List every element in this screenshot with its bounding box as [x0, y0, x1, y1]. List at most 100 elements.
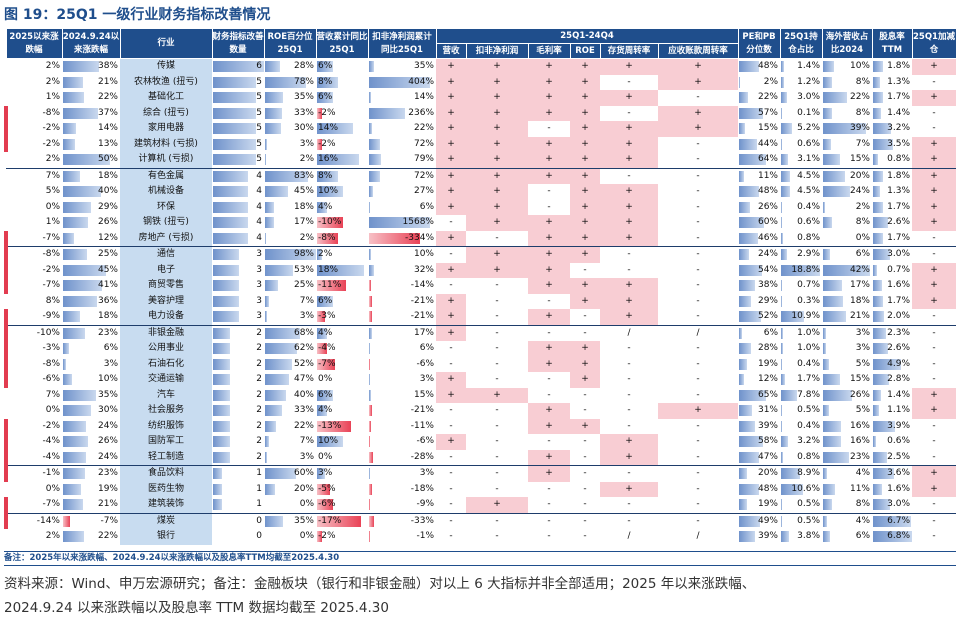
metric-cell-value: -: [696, 343, 700, 354]
metric-cell: +: [528, 246, 570, 263]
value-bar: [873, 483, 883, 495]
metric-cell: -: [466, 450, 528, 466]
metric-cell: +: [528, 58, 570, 75]
chg2025-cell: -2%: [4, 262, 62, 278]
chg0924-cell: 37%: [62, 106, 120, 122]
pepb-cell-value: 58%: [757, 436, 778, 447]
div-cell: 3.0%: [872, 497, 912, 513]
metric-cell-value: -: [547, 186, 551, 197]
chg0924-cell: 24%: [62, 450, 120, 466]
table-row: -8% 25% 通信 3 98% 2% 10% - + + + - - 24% 2.9% 6% 3.0% -: [4, 246, 956, 263]
metric-cell: +: [600, 293, 658, 309]
metric-cell-value: -: [696, 483, 700, 494]
div-cell: 2.6%: [872, 341, 912, 357]
metric-cell-value: +: [545, 264, 553, 275]
industry-cell: 电子: [120, 262, 212, 278]
div-cell: 2.6%: [872, 215, 912, 231]
hold-cell-value: 0.4%: [797, 420, 820, 431]
value-bar: [823, 201, 826, 213]
roe-cell-value: 33%: [293, 405, 314, 416]
metric-cell: -: [466, 434, 528, 450]
div-cell: 2.8%: [872, 372, 912, 388]
value-bar: [739, 92, 749, 103]
overseas-cell-value: 42%: [849, 264, 870, 275]
value-bar: [739, 249, 750, 260]
metric-cell-value: +: [545, 138, 553, 149]
value-bar: [265, 249, 316, 260]
chg0924-cell-value: 12%: [97, 232, 118, 243]
metric-cell: -: [528, 324, 570, 341]
metric-cell-value: -: [495, 327, 499, 338]
rev-cell-value: 6%: [318, 389, 333, 400]
count-cell: 5: [212, 152, 264, 168]
np-cell-value: 22%: [413, 123, 434, 134]
hold-cell: 1.0%: [780, 324, 822, 341]
value-bar: [317, 389, 333, 401]
add-cell: -: [912, 434, 956, 450]
metric-cell-value: -: [627, 264, 631, 275]
metric-cell: +: [528, 215, 570, 231]
np-cell-value: -1%: [416, 531, 434, 542]
div-cell: 1.3%: [872, 75, 912, 91]
metric-cell-value: -: [449, 405, 453, 416]
metric-cell-value: +: [581, 61, 589, 72]
roe-cell-value: 68%: [293, 327, 314, 338]
value-bar: [63, 154, 111, 165]
count-cell-value: 0: [256, 515, 262, 526]
np-cell-value: -6%: [416, 436, 434, 447]
value-bar: [317, 249, 323, 260]
hold-cell-value: 1.7%: [797, 374, 820, 385]
pepb-cell: 49%: [738, 512, 780, 529]
add-cell: -: [912, 512, 956, 529]
rev-cell-value: -7%: [318, 358, 336, 369]
metric-cell-value: +: [545, 170, 553, 181]
chg2025-cell-value: -7%: [42, 232, 60, 243]
value-bar: [63, 515, 70, 527]
metric-cell: +: [436, 136, 466, 152]
metric-cell-value: -: [696, 249, 700, 260]
overseas-cell-value: 10%: [849, 61, 870, 72]
value-bar: [317, 420, 351, 432]
hold-cell-value: 3.8%: [797, 531, 820, 542]
value-bar: [213, 436, 231, 447]
value-bar: [781, 92, 788, 103]
value-bar: [317, 280, 346, 291]
metric-cell: -: [436, 419, 466, 435]
value-bar: [369, 295, 373, 307]
roe-cell: 0%: [264, 497, 316, 513]
roe-cell: 2%: [264, 152, 316, 168]
value-bar: [781, 154, 788, 165]
value-bar: [369, 436, 370, 447]
value-bar: [317, 295, 333, 307]
value-bar: [265, 483, 276, 495]
hold-cell: 1.4%: [780, 59, 822, 75]
value-bar: [781, 76, 784, 88]
metric-cell-value: -: [495, 295, 499, 306]
value-bar: [823, 264, 870, 276]
metric-cell-value: -: [547, 123, 551, 134]
rev-cell: 18%: [316, 263, 368, 279]
hold-cell-value: 7.8%: [797, 389, 820, 400]
count-cell: 4: [212, 167, 264, 184]
np-cell: 72%: [368, 167, 436, 184]
metric-cell-value: -: [449, 358, 453, 369]
count-cell-value: 5: [256, 107, 262, 118]
metric-cell: +: [436, 121, 466, 137]
metric-cell: -: [466, 278, 528, 294]
industry-cell-value: 煤炭: [156, 515, 175, 526]
header-sub-roe: ROE: [569, 43, 601, 59]
rev-cell-value: -11%: [318, 280, 342, 291]
value-bar: [63, 358, 66, 370]
metric-cell-value: -: [547, 327, 551, 338]
roe-cell-value: 17%: [293, 217, 314, 228]
pepb-cell: 48%: [738, 59, 780, 75]
metric-cell-value: -: [449, 249, 453, 260]
metric-cell: +: [436, 434, 466, 450]
metric-cell: +: [570, 74, 600, 90]
chg0924-cell: 22%: [62, 529, 120, 545]
np-cell: -1%: [368, 529, 436, 545]
pepb-cell-value: 6%: [763, 327, 778, 338]
chg2025-cell: -4%: [4, 434, 62, 450]
metric-cell-value: /: [627, 327, 631, 338]
overseas-cell-value: 20%: [849, 170, 870, 181]
